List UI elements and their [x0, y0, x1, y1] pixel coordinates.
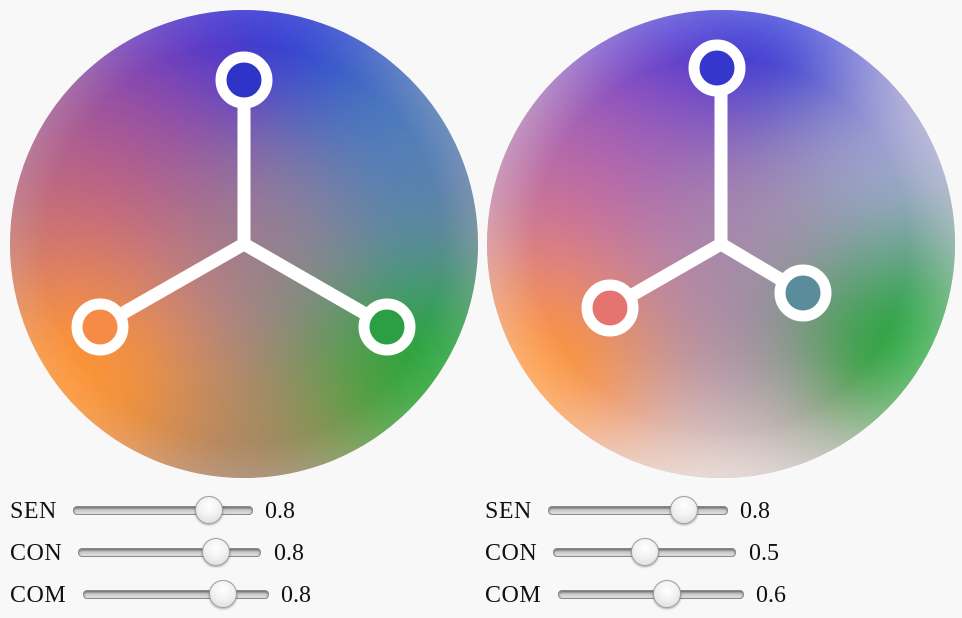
- slider-row-sen-left: SEN 0.8: [10, 494, 470, 528]
- handle-top-left[interactable]: [215, 51, 273, 109]
- slider-thumb[interactable]: [202, 538, 230, 566]
- color-wheel-left[interactable]: [10, 10, 478, 478]
- panel-left: SEN 0.8 CON 0.8 COM 0.8: [10, 10, 478, 612]
- handle-top-right[interactable]: [688, 39, 746, 97]
- handle-tripod-left: [111, 91, 376, 323]
- sen-slider-left[interactable]: [73, 494, 253, 528]
- handle-right-left[interactable]: [358, 298, 416, 356]
- color-wheel-right-graphic: [487, 10, 955, 478]
- con-slider-right[interactable]: [553, 536, 736, 570]
- slider-label: COM: [10, 582, 67, 608]
- arm-right-left: [237, 237, 376, 323]
- slider-label: CON: [485, 540, 538, 566]
- slider-row-sen-right: SEN 0.8: [485, 494, 945, 528]
- slider-value: 0.6: [756, 582, 786, 608]
- slider-row-con-left: CON 0.8: [10, 536, 470, 570]
- arm-right-right: [714, 237, 792, 289]
- slider-value: 0.8: [740, 498, 770, 524]
- slider-track[interactable]: [83, 590, 269, 599]
- slider-label: CON: [10, 540, 63, 566]
- slider-label: SEN: [10, 498, 57, 524]
- color-wheel-right[interactable]: [487, 10, 955, 478]
- slider-thumb[interactable]: [630, 538, 659, 566]
- arm-left-left: [111, 237, 251, 323]
- panel-right: SEN 0.8 CON 0.5 COM 0.6: [481, 0, 962, 618]
- sen-slider-right[interactable]: [548, 494, 728, 528]
- color-wheel-left-graphic: [10, 10, 478, 478]
- slider-thumb[interactable]: [194, 496, 223, 524]
- slider-thumb[interactable]: [652, 580, 681, 608]
- handle-left-right[interactable]: [581, 279, 639, 337]
- slider-row-com-right: COM 0.6: [485, 578, 945, 612]
- slider-track[interactable]: [548, 506, 728, 515]
- slider-row-com-left: COM 0.8: [10, 578, 470, 612]
- slider-thumb[interactable]: [669, 496, 698, 524]
- slider-track[interactable]: [78, 548, 261, 557]
- slider-value: 0.5: [749, 540, 779, 566]
- com-slider-right[interactable]: [558, 578, 744, 612]
- slider-track[interactable]: [558, 590, 744, 599]
- slider-label: COM: [485, 582, 542, 608]
- arm-left-right: [620, 237, 728, 305]
- slider-value: 0.8: [274, 540, 304, 566]
- handle-right-right[interactable]: [774, 264, 832, 322]
- slider-track[interactable]: [73, 506, 253, 515]
- handle-left-left[interactable]: [71, 298, 129, 356]
- slider-label: SEN: [485, 498, 532, 524]
- com-slider-left[interactable]: [83, 578, 269, 612]
- slider-row-con-right: CON 0.5: [485, 536, 945, 570]
- slider-value: 0.8: [265, 498, 295, 524]
- slider-value: 0.8: [281, 582, 311, 608]
- slider-thumb[interactable]: [209, 580, 238, 608]
- handle-tripod-right: [620, 88, 792, 305]
- con-slider-left[interactable]: [78, 536, 261, 570]
